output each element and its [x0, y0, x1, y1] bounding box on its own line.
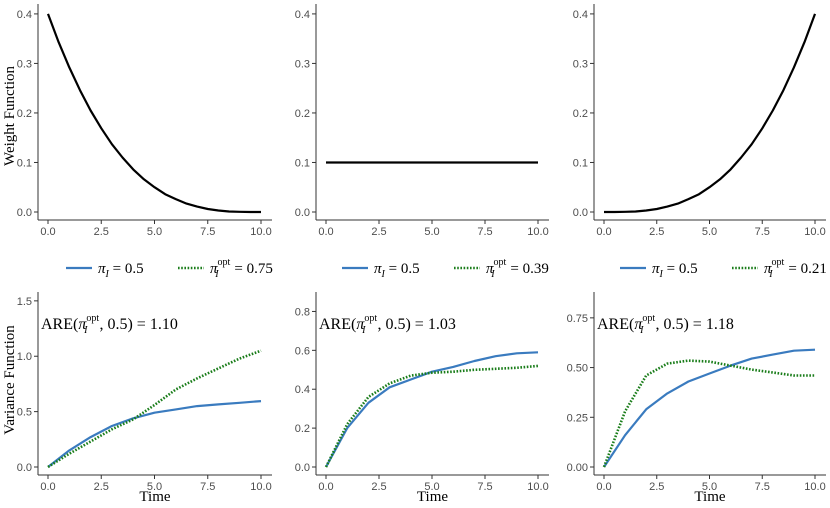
y-tick-label: 0.6 — [295, 345, 310, 357]
legend-label-dotted: πopt I = 0.39 — [486, 257, 549, 280]
y-tick-label: 0.50 — [567, 363, 588, 375]
x-tick-label: 5.0 — [702, 226, 717, 238]
y-tick-label: 0.0 — [573, 207, 588, 219]
panel-bottom-middle: 0.0 0.2 0.4 0.6 0.8 0.0 2.5 5.0 7.5 10.0 Time πI = … — [295, 257, 549, 505]
x-tick-label: 2.5 — [94, 226, 109, 238]
x-tick-label: 0.0 — [596, 226, 611, 238]
y-tick-label: 0.2 — [295, 423, 310, 435]
y-tick-label: 0.1 — [295, 157, 310, 169]
x-tick-label: 0.0 — [318, 481, 333, 493]
legend: πI = 0.5 πopt I = 0.75 — [66, 257, 273, 280]
x-tick-label: 2.5 — [94, 481, 109, 493]
y-tick-label: 0.0 — [295, 462, 310, 474]
series-line-pi-0.5 — [325, 351, 539, 468]
are-annotation: ARE(πopt I, 0.5) = 1.10 — [41, 313, 178, 336]
x-tick-label: 7.5 — [200, 226, 215, 238]
y-tick-label: 0.0 — [295, 207, 310, 219]
y-tick-label: 0.4 — [295, 384, 310, 396]
x-axis-title: Time — [417, 489, 448, 505]
y-tick-label: 0.2 — [573, 108, 588, 120]
x-tick-label: 5.0 — [424, 481, 439, 493]
are-annotation: ARE(πopt I, 0.5) = 1.03 — [319, 313, 456, 336]
legend-label-solid: πI = 0.5 — [98, 261, 144, 280]
legend-label-dotted: πopt I = 0.21 — [764, 257, 827, 280]
y-tick-label: 0.0 — [17, 462, 32, 474]
y-tick-label: 0.3 — [573, 58, 588, 70]
y-tick-label: 0.4 — [295, 9, 310, 21]
x-tick-label: 10.0 — [804, 226, 825, 238]
y-tick-label: 0.1 — [17, 157, 32, 169]
y-tick-label: 0.5 — [17, 407, 32, 419]
x-tick-label: 10.0 — [250, 481, 271, 493]
x-tick-label: 10.0 — [250, 226, 271, 238]
weight-line — [46, 13, 261, 214]
panel-top-right: 0.0 0.1 0.2 0.3 0.4 0.0 2.5 5.0 7.5 10.0 — [573, 4, 826, 238]
weight-line — [604, 13, 817, 214]
x-tick-label: 5.0 — [424, 226, 439, 238]
series-line-pi-opt — [602, 359, 815, 468]
x-tick-label: 7.5 — [200, 481, 215, 493]
x-tick-label: 2.5 — [371, 226, 386, 238]
panel-top-middle: 0.0 0.1 0.2 0.3 0.4 0.0 2.5 5.0 7.5 10.0 — [295, 4, 549, 238]
y-tick-label: 0.3 — [17, 58, 32, 70]
x-tick-label: 7.5 — [477, 226, 492, 238]
legend: πI = 0.5 πopt I = 0.21 — [620, 257, 827, 280]
y-tick-label: 0.2 — [295, 108, 310, 120]
series-line-pi-0.5 — [603, 348, 816, 468]
y-axis-title-top: Weight Function — [2, 65, 18, 166]
x-tick-label: 10.0 — [804, 481, 825, 493]
series-line-pi-0.5 — [47, 400, 262, 468]
x-tick-label: 0.0 — [596, 481, 611, 493]
x-tick-label: 0.0 — [318, 226, 333, 238]
y-tick-label: 0.2 — [17, 108, 32, 120]
y-tick-label: 0.8 — [295, 306, 310, 318]
x-tick-label: 5.0 — [147, 481, 162, 493]
y-tick-label: 0.4 — [17, 9, 32, 21]
legend-label-solid: πI = 0.5 — [374, 261, 420, 280]
y-tick-label: 0.75 — [567, 313, 588, 325]
x-tick-label: 0.0 — [40, 481, 55, 493]
panel-top-left: 0.0 0.1 0.2 0.3 0.4 0.0 2.5 5.0 7.5 10.0 — [17, 4, 272, 238]
x-tick-label: 10.0 — [527, 481, 548, 493]
series-line-pi-opt — [324, 364, 539, 468]
panel-bottom-right: 0.00 0.25 0.50 0.75 0.0 2.5 5.0 7.5 10.0 Time πI =… — [567, 257, 827, 505]
y-tick-label: 0.4 — [573, 9, 588, 21]
y-tick-label: 0.3 — [295, 58, 310, 70]
x-tick-label: 0.0 — [40, 226, 55, 238]
x-tick-label: 7.5 — [755, 481, 770, 493]
y-tick-label: 0.0 — [17, 207, 32, 219]
y-tick-label: 1.5 — [17, 296, 32, 308]
legend-label-solid: πI = 0.5 — [652, 261, 698, 280]
x-axis-title: Time — [139, 489, 170, 505]
x-tick-label: 7.5 — [477, 481, 492, 493]
y-tick-label: 1.0 — [17, 351, 32, 363]
x-tick-label: 5.0 — [702, 481, 717, 493]
x-tick-label: 5.0 — [147, 226, 162, 238]
y-tick-label: 0.25 — [567, 412, 588, 424]
x-tick-label: 2.5 — [649, 481, 664, 493]
series-line-pi-opt — [47, 349, 262, 469]
legend-label-dotted: πopt I = 0.75 — [210, 257, 273, 280]
y-tick-label: 0.00 — [567, 462, 588, 474]
x-axis-title: Time — [694, 489, 725, 505]
x-tick-label: 7.5 — [755, 226, 770, 238]
x-tick-label: 10.0 — [527, 226, 548, 238]
y-tick-label: 0.1 — [573, 157, 588, 169]
are-annotation: ARE(πopt I, 0.5) = 1.18 — [597, 313, 734, 336]
x-tick-label: 2.5 — [649, 226, 664, 238]
panel-bottom-left: 0.0 0.5 1.0 1.5 0.0 2.5 5.0 7.5 10.0 Time πI = 0.5… — [17, 257, 273, 505]
y-axis-title-bottom: Variance Function — [2, 325, 18, 435]
legend: πI = 0.5 πopt I = 0.39 — [342, 257, 549, 280]
x-tick-label: 2.5 — [371, 481, 386, 493]
